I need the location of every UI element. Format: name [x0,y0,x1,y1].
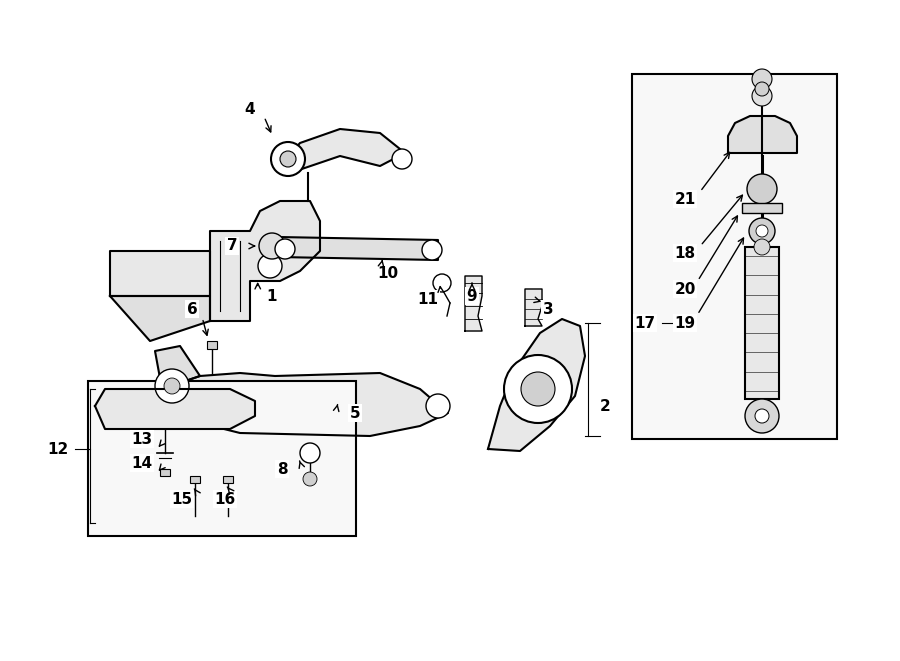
Circle shape [749,218,775,244]
Circle shape [504,355,572,423]
Polygon shape [278,237,438,260]
Polygon shape [282,129,405,173]
Circle shape [755,409,769,423]
Polygon shape [210,201,320,321]
Bar [207,341,217,349]
Circle shape [745,399,779,433]
Text: 18: 18 [674,245,696,260]
Text: 15: 15 [171,492,193,506]
Circle shape [754,239,770,255]
Bar [190,476,200,483]
Text: 16: 16 [214,492,236,506]
Circle shape [258,254,282,278]
Bar [632,74,837,439]
Text: 19: 19 [674,315,696,330]
Text: 11: 11 [418,292,438,307]
Circle shape [259,233,285,259]
Polygon shape [465,276,482,331]
Circle shape [752,86,772,106]
Circle shape [155,369,189,403]
Text: 17: 17 [634,315,655,330]
Polygon shape [110,251,210,296]
Circle shape [756,225,768,237]
Circle shape [752,69,772,89]
Circle shape [271,142,305,176]
Text: 3: 3 [543,301,553,317]
Polygon shape [95,389,255,429]
Polygon shape [525,289,542,326]
Text: 14: 14 [131,455,153,471]
Text: 7: 7 [227,239,238,254]
Circle shape [300,443,320,463]
Text: 4: 4 [245,102,256,116]
Polygon shape [728,116,797,153]
Circle shape [433,274,451,292]
Bar [88,381,356,536]
Polygon shape [110,296,210,341]
Circle shape [422,240,442,260]
Text: 12: 12 [48,442,68,457]
Polygon shape [162,373,448,436]
Bar [223,476,233,483]
Text: 5: 5 [350,405,360,420]
Circle shape [755,82,769,96]
Bar [160,469,170,476]
Text: 9: 9 [467,288,477,303]
Circle shape [164,378,180,394]
Circle shape [275,239,295,259]
Circle shape [280,151,296,167]
Bar [745,247,779,399]
Text: 13: 13 [131,432,153,446]
Circle shape [426,394,450,418]
Text: 10: 10 [377,266,399,280]
Text: 21: 21 [674,192,696,206]
Text: 20: 20 [674,282,696,297]
Circle shape [747,174,777,204]
Text: 8: 8 [276,461,287,477]
Text: 2: 2 [599,399,610,414]
Bar [742,203,782,213]
Polygon shape [488,319,585,451]
Circle shape [392,149,412,169]
Polygon shape [155,346,200,389]
Circle shape [521,372,555,406]
Circle shape [303,472,317,486]
Text: 1: 1 [266,288,277,303]
Text: 6: 6 [186,301,197,317]
